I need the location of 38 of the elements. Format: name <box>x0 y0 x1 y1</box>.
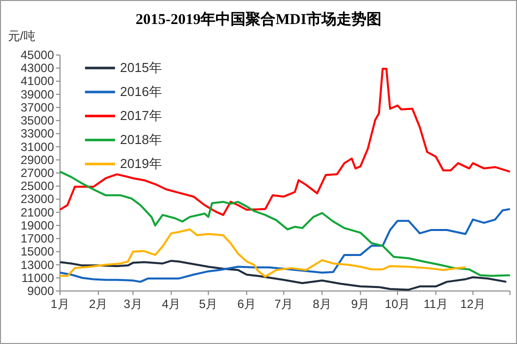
x-tick-label: 3月 <box>124 297 142 311</box>
x-tick-label: 2月 <box>88 297 108 311</box>
y-tick-label: 17000 <box>20 232 54 246</box>
y-tick-label: 31000 <box>20 140 54 154</box>
x-tick-label: 5月 <box>199 297 218 311</box>
y-tick-label: 15000 <box>20 244 54 259</box>
legend-label: 2019年 <box>120 156 162 171</box>
y-tick-label: 29000 <box>20 152 54 167</box>
y-tick-label: 19000 <box>20 218 54 232</box>
x-tick-label: 10月 <box>384 297 410 311</box>
x-tick-label: 4月 <box>162 297 181 311</box>
x-tick-label: 12月 <box>460 297 486 311</box>
y-tick-label: 11000 <box>22 270 54 285</box>
x-tick-label: 1月 <box>50 297 70 311</box>
y-tick-label: 41000 <box>20 74 54 88</box>
y-tick-label: 13000 <box>20 258 54 272</box>
x-tick-label: 7月 <box>274 297 294 311</box>
y-axis-title: 元/吨 <box>8 29 36 43</box>
y-tick-label: 39000 <box>20 87 54 102</box>
y-tick-label: 21000 <box>20 205 54 220</box>
x-tick-label: 9月 <box>351 297 370 311</box>
legend-label: 2015年 <box>120 60 162 75</box>
y-tick-label: 25000 <box>20 179 54 194</box>
y-tick-label: 45000 <box>20 48 54 62</box>
y-tick-label: 9000 <box>27 284 54 298</box>
y-tick-label: 27000 <box>20 166 54 180</box>
legend-label: 2018年 <box>120 132 162 147</box>
chart-title: 2015-2019年中国聚合MDI市场走势图 <box>136 10 382 28</box>
y-tick-label: 37000 <box>20 100 54 114</box>
y-tick-label: 43000 <box>20 61 54 76</box>
y-tick-label: 23000 <box>20 192 54 206</box>
y-tick-label: 35000 <box>20 114 54 128</box>
legend-label: 2017年 <box>120 108 162 123</box>
x-tick-label: 6月 <box>237 297 256 311</box>
y-tick-label: 33000 <box>20 126 54 141</box>
legend-label: 2016年 <box>120 84 162 99</box>
x-tick-label: 8月 <box>312 297 332 311</box>
x-tick-label: 11月 <box>424 297 448 311</box>
